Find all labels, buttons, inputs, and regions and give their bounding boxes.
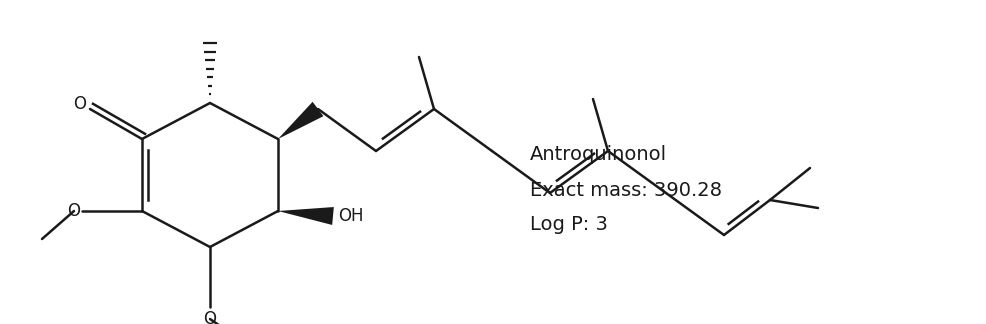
Text: O: O: [203, 310, 217, 324]
Text: O: O: [67, 202, 81, 220]
Text: O: O: [74, 95, 87, 113]
Text: Antroquinonol: Antroquinonol: [530, 145, 668, 165]
Polygon shape: [278, 102, 323, 139]
Polygon shape: [278, 207, 334, 225]
Text: Log P: 3: Log P: 3: [530, 215, 608, 235]
Text: OH: OH: [338, 207, 364, 225]
Text: Exact mass: 390.28: Exact mass: 390.28: [530, 180, 722, 200]
